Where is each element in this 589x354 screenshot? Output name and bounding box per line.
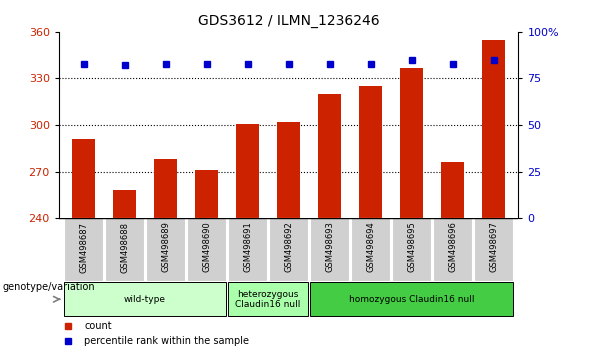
Text: GSM498690: GSM498690	[202, 222, 211, 272]
Bar	[351, 218, 390, 281]
Text: GSM498693: GSM498693	[325, 222, 334, 272]
Text: GSM498687: GSM498687	[79, 222, 88, 273]
Text: percentile rank within the sample: percentile rank within the sample	[84, 336, 249, 346]
Bar	[482, 40, 505, 218]
Bar	[228, 218, 267, 281]
Bar	[359, 86, 382, 218]
Bar	[401, 68, 423, 218]
Bar	[113, 190, 136, 218]
Text: GSM498688: GSM498688	[120, 222, 129, 273]
Text: count: count	[84, 321, 112, 331]
Bar	[310, 282, 513, 316]
Text: GSM498689: GSM498689	[161, 222, 170, 272]
Text: GSM498694: GSM498694	[366, 222, 375, 272]
Text: GSM498691: GSM498691	[243, 222, 252, 272]
Text: heterozygous
Claudin16 null: heterozygous Claudin16 null	[236, 290, 301, 309]
Bar	[228, 282, 308, 316]
Bar	[105, 218, 144, 281]
Bar	[236, 124, 259, 218]
Bar	[392, 218, 431, 281]
Bar	[310, 218, 349, 281]
Bar	[318, 94, 341, 218]
Bar	[154, 159, 177, 218]
Bar	[64, 218, 103, 281]
Text: genotype/variation: genotype/variation	[3, 282, 95, 292]
Bar	[187, 218, 226, 281]
Text: homozygous Claudin16 null: homozygous Claudin16 null	[349, 295, 474, 304]
Bar	[474, 218, 513, 281]
Text: GSM498692: GSM498692	[284, 222, 293, 272]
Bar	[277, 122, 300, 218]
Title: GDS3612 / ILMN_1236246: GDS3612 / ILMN_1236246	[198, 14, 379, 28]
Text: GSM498696: GSM498696	[448, 222, 457, 272]
Bar	[441, 162, 464, 218]
Text: wild-type: wild-type	[124, 295, 166, 304]
Bar	[196, 170, 218, 218]
Bar	[72, 139, 95, 218]
Text: GSM498697: GSM498697	[489, 222, 498, 272]
Bar	[146, 218, 185, 281]
Bar	[269, 218, 308, 281]
Text: GSM498695: GSM498695	[407, 222, 416, 272]
Bar	[64, 282, 226, 316]
Bar	[433, 218, 472, 281]
